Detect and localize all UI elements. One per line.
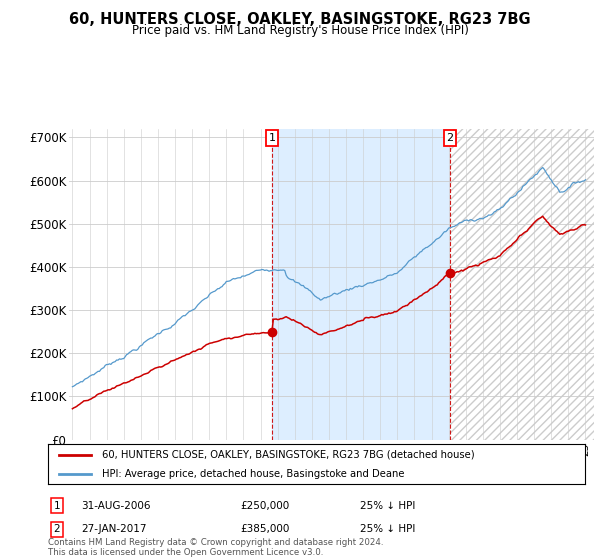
- Bar: [272, 129, 450, 440]
- Text: 1: 1: [53, 501, 61, 511]
- Text: 2: 2: [53, 524, 61, 534]
- Text: 25% ↓ HPI: 25% ↓ HPI: [360, 524, 415, 534]
- Text: 27-JAN-2017: 27-JAN-2017: [81, 524, 146, 534]
- Text: Contains HM Land Registry data © Crown copyright and database right 2024.
This d: Contains HM Land Registry data © Crown c…: [48, 538, 383, 557]
- Text: 60, HUNTERS CLOSE, OAKLEY, BASINGSTOKE, RG23 7BG (detached house): 60, HUNTERS CLOSE, OAKLEY, BASINGSTOKE, …: [102, 450, 475, 460]
- Text: 1: 1: [268, 133, 275, 143]
- Text: HPI: Average price, detached house, Basingstoke and Deane: HPI: Average price, detached house, Basi…: [102, 469, 404, 478]
- Text: £385,000: £385,000: [240, 524, 289, 534]
- Text: 25% ↓ HPI: 25% ↓ HPI: [360, 501, 415, 511]
- Bar: [450, 129, 594, 440]
- Text: Price paid vs. HM Land Registry's House Price Index (HPI): Price paid vs. HM Land Registry's House …: [131, 24, 469, 36]
- Text: 60, HUNTERS CLOSE, OAKLEY, BASINGSTOKE, RG23 7BG: 60, HUNTERS CLOSE, OAKLEY, BASINGSTOKE, …: [69, 12, 531, 27]
- Text: 31-AUG-2006: 31-AUG-2006: [81, 501, 151, 511]
- Bar: [450, 129, 594, 440]
- Text: £250,000: £250,000: [240, 501, 289, 511]
- Text: 2: 2: [446, 133, 454, 143]
